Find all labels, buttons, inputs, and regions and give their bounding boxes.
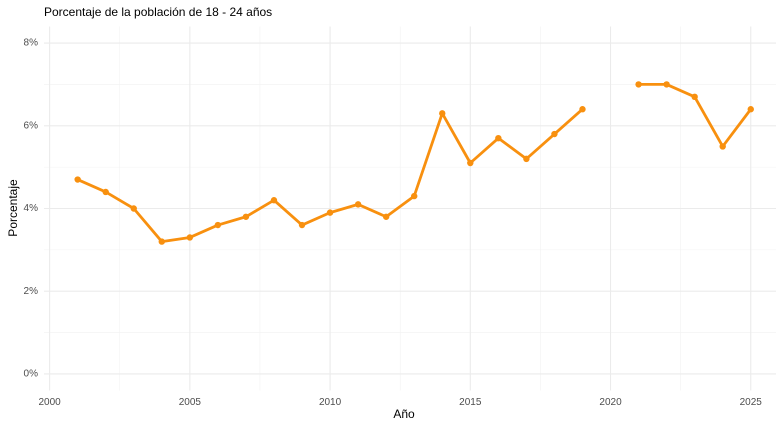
point <box>579 106 586 113</box>
point <box>635 81 642 88</box>
point <box>326 209 334 216</box>
x-tick-label: 2010 <box>319 397 342 408</box>
y-tick-label: 4% <box>24 203 39 214</box>
y-tick-label: 2% <box>24 286 39 297</box>
x-axis-label: Año <box>393 407 415 421</box>
point <box>354 201 362 208</box>
x-tick-label: 2005 <box>179 397 202 408</box>
point <box>382 213 390 220</box>
line <box>77 83 752 243</box>
point <box>719 143 726 150</box>
point <box>691 93 698 101</box>
point <box>495 134 502 142</box>
point <box>747 106 754 113</box>
x-tick-label: 2025 <box>740 397 763 408</box>
chart-title: Porcentaje de la población de 18 - 24 añ… <box>44 5 272 19</box>
point <box>298 221 306 229</box>
point <box>130 205 137 212</box>
y-tick-label: 0% <box>24 369 39 380</box>
x-tick-label: 2000 <box>38 397 61 408</box>
point <box>663 81 670 88</box>
y-axis-label: Porcentaje <box>6 179 20 237</box>
y-tick-label: 6% <box>24 120 39 131</box>
point <box>158 238 165 245</box>
x-tick-label: 2015 <box>459 397 482 408</box>
y-tick-label: 8% <box>24 38 39 49</box>
x-tick-label: 2020 <box>599 397 622 408</box>
point <box>411 192 418 200</box>
point <box>439 110 446 117</box>
point <box>186 234 194 241</box>
point <box>102 188 109 196</box>
point <box>214 221 222 229</box>
point <box>74 176 81 183</box>
point <box>551 130 558 138</box>
point <box>467 159 474 167</box>
point <box>242 213 250 220</box>
point <box>270 197 278 204</box>
point <box>523 155 530 163</box>
